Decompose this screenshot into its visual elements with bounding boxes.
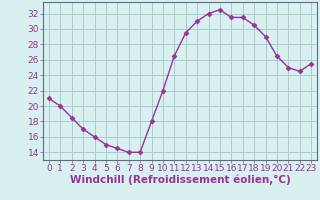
X-axis label: Windchill (Refroidissement éolien,°C): Windchill (Refroidissement éolien,°C) [70, 175, 290, 185]
